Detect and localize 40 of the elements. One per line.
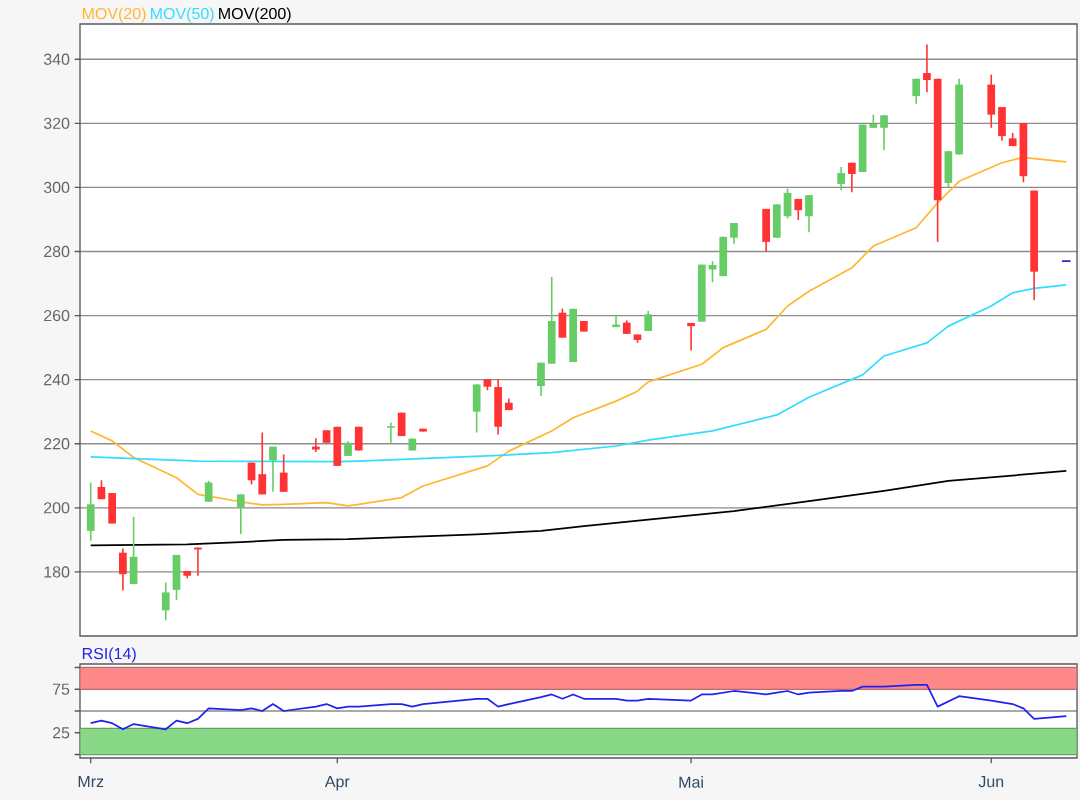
text: MOV(20) bbox=[82, 7, 146, 23]
y-tick-label: 320 bbox=[43, 117, 70, 129]
candlestick bbox=[258, 431, 267, 496]
candlestick bbox=[923, 43, 931, 94]
y-tick-label: 240 bbox=[44, 374, 70, 386]
candlestick bbox=[912, 77, 921, 105]
candlestick bbox=[837, 166, 846, 192]
y-tick-label: 280 bbox=[44, 245, 70, 258]
y-tick-label: 25 bbox=[52, 727, 70, 739]
candlestick bbox=[848, 161, 856, 194]
candlestick bbox=[387, 421, 395, 444]
y-tick-label: 180 bbox=[44, 566, 70, 578]
x-tick-label: Apr bbox=[324, 776, 350, 791]
candlestick bbox=[537, 361, 545, 397]
y-tick-label: 300 bbox=[43, 181, 70, 194]
candlestick bbox=[644, 310, 653, 332]
text: MOV(200) bbox=[219, 7, 291, 23]
y-tick-label: 340 bbox=[43, 53, 70, 65]
x-tick-label: Jun bbox=[978, 776, 1004, 788]
candlestick bbox=[161, 581, 170, 622]
candlestick bbox=[312, 437, 320, 453]
line-series bbox=[89, 156, 1068, 507]
text: RSI(14) bbox=[82, 647, 136, 663]
y-tick-label: 220 bbox=[44, 438, 70, 450]
x-tick-label: Mrz bbox=[78, 776, 104, 788]
x-tick-label: Mai bbox=[679, 776, 703, 788]
candlestick bbox=[269, 445, 277, 493]
y-tick-label: 75 bbox=[52, 683, 70, 695]
text: MOV(50) bbox=[151, 7, 214, 23]
candlestick bbox=[687, 322, 695, 352]
line-series bbox=[89, 283, 1068, 463]
candlestick bbox=[880, 114, 888, 152]
candlestick bbox=[119, 547, 127, 592]
line-series bbox=[89, 470, 1068, 547]
candlestick bbox=[204, 480, 213, 503]
y-tick-label: 200 bbox=[44, 502, 70, 514]
candlestick bbox=[236, 493, 245, 535]
candlestick bbox=[805, 194, 813, 234]
candlestick bbox=[279, 453, 288, 493]
y-tick-label: 260 bbox=[44, 309, 70, 322]
